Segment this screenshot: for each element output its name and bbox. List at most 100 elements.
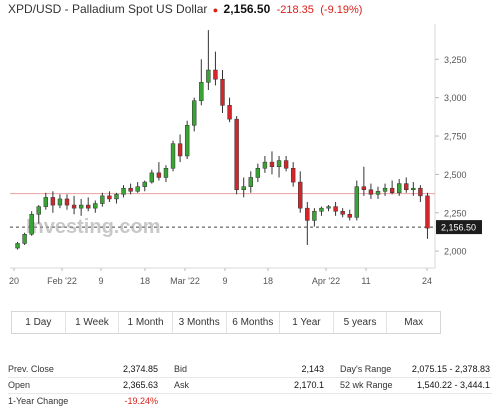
candle-body (269, 161, 275, 167)
range-3-months-button[interactable]: 3 Months (173, 312, 227, 333)
x-tick-label: 20 (9, 276, 19, 286)
candle-body (361, 186, 367, 190)
candle-body (170, 143, 176, 169)
y-tick-label: 2,000 (444, 247, 467, 257)
stat-value: 2,170.1 (293, 380, 324, 390)
candle-body (100, 195, 105, 204)
candle-body (283, 160, 289, 169)
candle-body (43, 197, 48, 207)
candle-body (425, 195, 430, 229)
candle-body (375, 191, 381, 195)
candle-body (184, 125, 190, 157)
stat-open: Open 2,365.63 (8, 378, 158, 392)
y-tick-label: 3,000 (444, 93, 467, 103)
candle-body (234, 118, 239, 190)
market-status-dot-icon: ● (212, 5, 219, 15)
candle-body (36, 206, 41, 215)
candle-body (64, 198, 70, 206)
stat-days-range: Day's Range 2,075.15 - 2,378.83 (340, 362, 490, 376)
candle-body (114, 194, 119, 200)
candle-body (255, 168, 261, 178)
stat-label: Ask (174, 380, 190, 390)
candle-body (248, 177, 253, 187)
candle-body (149, 172, 155, 183)
candle-body (86, 204, 91, 209)
y-tick-label: 2,500 (444, 170, 467, 180)
candle-body (326, 206, 331, 209)
range-max-button[interactable]: Max (404, 317, 424, 328)
candle-body (312, 210, 317, 221)
x-tick-label: 9 (98, 276, 103, 286)
stat-ask: Ask 2,170.1 (174, 378, 324, 392)
last-price: 2,156.50 (223, 2, 271, 16)
candle-body (107, 195, 112, 200)
stat-value: -19.24% (124, 396, 158, 406)
stat-label: 1-Year Change (8, 396, 69, 406)
candle-body (382, 187, 388, 192)
x-tick-label: Apr '22 (312, 276, 340, 286)
stat-label: Open (8, 380, 31, 390)
instrument-header: XPD/USD - Palladium Spot US Dollar ● 2,1… (8, 2, 362, 18)
candle-body (411, 187, 416, 190)
y-tick-label: 2,750 (444, 132, 467, 142)
stat-prev-close: Prev. Close 2,374.85 (8, 362, 158, 376)
range-1-week-button[interactable]: 1 Week (66, 312, 120, 333)
candle-body (347, 214, 352, 218)
stat-52wk-range: 52 wk Range 1,540.22 - 3,444.1 (340, 378, 490, 392)
candle-body (276, 160, 282, 167)
candle-body (290, 168, 296, 183)
candle-body (404, 183, 409, 190)
investing-watermark: Investing.com (26, 216, 160, 238)
x-tick-label: 18 (140, 276, 150, 286)
candle-body (163, 168, 169, 178)
candle-body (142, 181, 147, 187)
candle-body (389, 187, 395, 194)
x-tick-label: Mar '22 (170, 276, 200, 286)
candle-body (22, 233, 27, 244)
candle-body (199, 82, 204, 101)
stat-1-year-change: 1-Year Change -19.24% (8, 394, 158, 408)
x-tick-label: 18 (263, 276, 273, 286)
x-tick-label: 11 (361, 276, 370, 286)
stat-value: 2,365.63 (122, 380, 158, 390)
candle-body (333, 206, 338, 212)
candle-body (354, 186, 359, 218)
instrument-title: XPD/USD - Palladium Spot US Dollar (8, 2, 208, 16)
price-change: -218.35 (276, 4, 314, 16)
candle-body (135, 186, 140, 192)
range-1-year-button[interactable]: 1 Year (280, 312, 334, 333)
candle-body (368, 189, 374, 195)
candle-body (298, 181, 303, 209)
candle-body (78, 204, 84, 209)
price-chart[interactable]: Investing.com 3,250 3,000 2,750 2,500 2,250 2… (0, 18, 500, 290)
candle-body (128, 187, 133, 192)
stat-value: 2,143 (301, 364, 324, 374)
divider (8, 377, 492, 378)
y-tick-label: 3,250 (444, 55, 467, 65)
range-6-months-button[interactable]: 6 Months (227, 312, 281, 333)
time-range-selector: 1 Day 1 Week 1 Month 3 Months 6 Months 1… (11, 311, 441, 334)
candle-body (220, 78, 225, 106)
candle-body (121, 187, 126, 195)
candle-body (50, 197, 56, 206)
stat-label: Prev. Close (8, 364, 54, 374)
candle-body (71, 204, 77, 209)
stat-label: 52 wk Range (340, 380, 393, 390)
candle-body (206, 69, 211, 83)
stat-label: Bid (174, 364, 188, 374)
divider (8, 393, 492, 394)
range-1-month-button[interactable]: 1 Month (119, 312, 173, 333)
candle-body (418, 187, 423, 197)
stat-value: 2,374.85 (122, 364, 158, 374)
current-price-label: 2,156.50 (441, 223, 476, 233)
range-5-years-button[interactable]: 5 years (334, 312, 388, 333)
candle-body (93, 203, 98, 209)
candle-body (262, 161, 268, 169)
x-tick-label: 9 (222, 276, 227, 286)
price-change-percent: (-9.19%) (320, 4, 363, 16)
candle-body (241, 186, 246, 190)
y-tick-label: 2,250 (444, 208, 467, 218)
candle-body (340, 210, 345, 215)
stat-bid: Bid 2,143 (174, 362, 324, 376)
range-1-day-button[interactable]: 1 Day (12, 312, 66, 333)
